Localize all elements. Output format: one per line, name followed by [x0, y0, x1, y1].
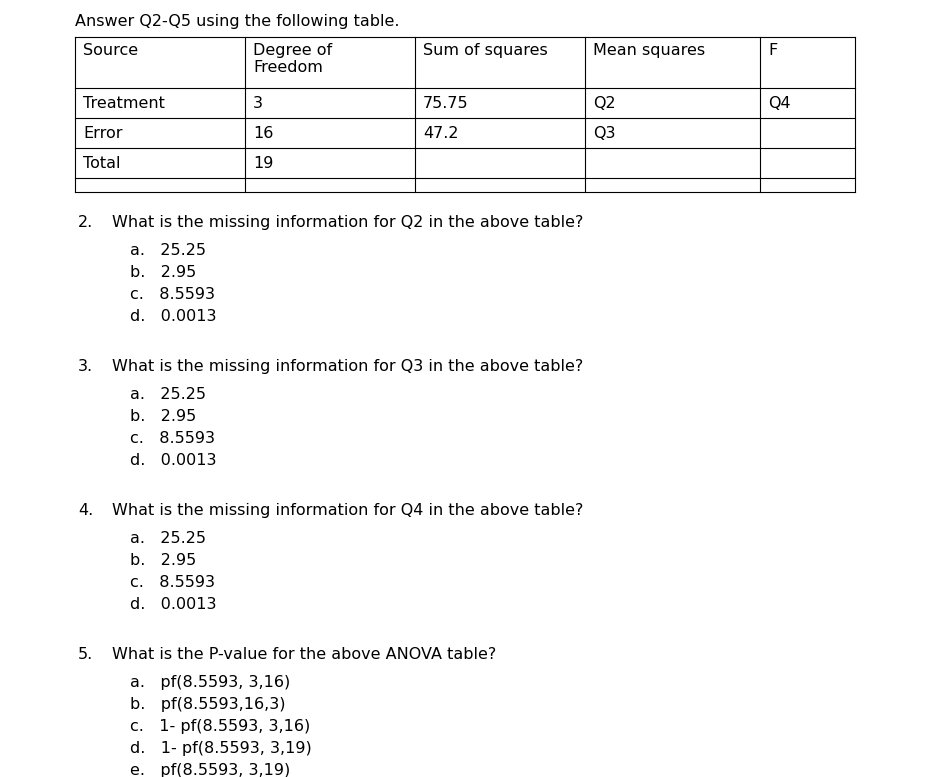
Text: c.   1- pf(8.5593, 3,16): c. 1- pf(8.5593, 3,16) [130, 719, 310, 734]
Text: 5.: 5. [78, 647, 93, 662]
Text: 3.: 3. [78, 359, 93, 374]
Text: c.   8.5593: c. 8.5593 [130, 287, 215, 302]
Text: 75.75: 75.75 [423, 96, 468, 110]
Text: Error: Error [83, 126, 123, 141]
Text: d.   0.0013: d. 0.0013 [130, 597, 216, 612]
Text: 16: 16 [253, 126, 273, 141]
Text: a.   25.25: a. 25.25 [130, 531, 206, 546]
Text: 2.: 2. [78, 215, 93, 230]
Text: What is the missing information for Q3 in the above table?: What is the missing information for Q3 i… [112, 359, 582, 374]
Text: 19: 19 [253, 155, 273, 170]
Text: e.   pf(8.5593, 3,19): e. pf(8.5593, 3,19) [130, 763, 290, 777]
Text: Source: Source [83, 43, 138, 58]
Text: 4.: 4. [78, 503, 93, 518]
Text: 3: 3 [253, 96, 262, 110]
Text: What is the P-value for the above ANOVA table?: What is the P-value for the above ANOVA … [112, 647, 496, 662]
Text: Sum of squares: Sum of squares [423, 43, 548, 58]
Text: c.   8.5593: c. 8.5593 [130, 575, 215, 590]
Text: c.   8.5593: c. 8.5593 [130, 431, 215, 446]
Text: b.   pf(8.5593,16,3): b. pf(8.5593,16,3) [130, 697, 285, 712]
Text: What is the missing information for Q2 in the above table?: What is the missing information for Q2 i… [112, 215, 582, 230]
Text: Q4: Q4 [767, 96, 790, 110]
Text: a.   25.25: a. 25.25 [130, 387, 206, 402]
Text: Total: Total [83, 155, 121, 170]
Text: Q2: Q2 [593, 96, 615, 110]
Text: Degree of
Freedom: Degree of Freedom [253, 43, 331, 75]
Text: 47.2: 47.2 [423, 126, 458, 141]
Text: d.   0.0013: d. 0.0013 [130, 309, 216, 324]
Text: Q3: Q3 [593, 126, 615, 141]
Text: F: F [767, 43, 776, 58]
Text: a.   pf(8.5593, 3,16): a. pf(8.5593, 3,16) [130, 675, 290, 690]
Text: b.   2.95: b. 2.95 [130, 265, 196, 280]
Text: a.   25.25: a. 25.25 [130, 243, 206, 258]
Text: b.   2.95: b. 2.95 [130, 553, 196, 568]
Text: d.   0.0013: d. 0.0013 [130, 453, 216, 468]
Text: Mean squares: Mean squares [593, 43, 704, 58]
Text: d.   1- pf(8.5593, 3,19): d. 1- pf(8.5593, 3,19) [130, 741, 312, 756]
Text: Treatment: Treatment [83, 96, 164, 110]
Text: b.   2.95: b. 2.95 [130, 409, 196, 424]
Text: What is the missing information for Q4 in the above table?: What is the missing information for Q4 i… [112, 503, 582, 518]
Text: Answer Q2-Q5 using the following table.: Answer Q2-Q5 using the following table. [75, 14, 399, 29]
